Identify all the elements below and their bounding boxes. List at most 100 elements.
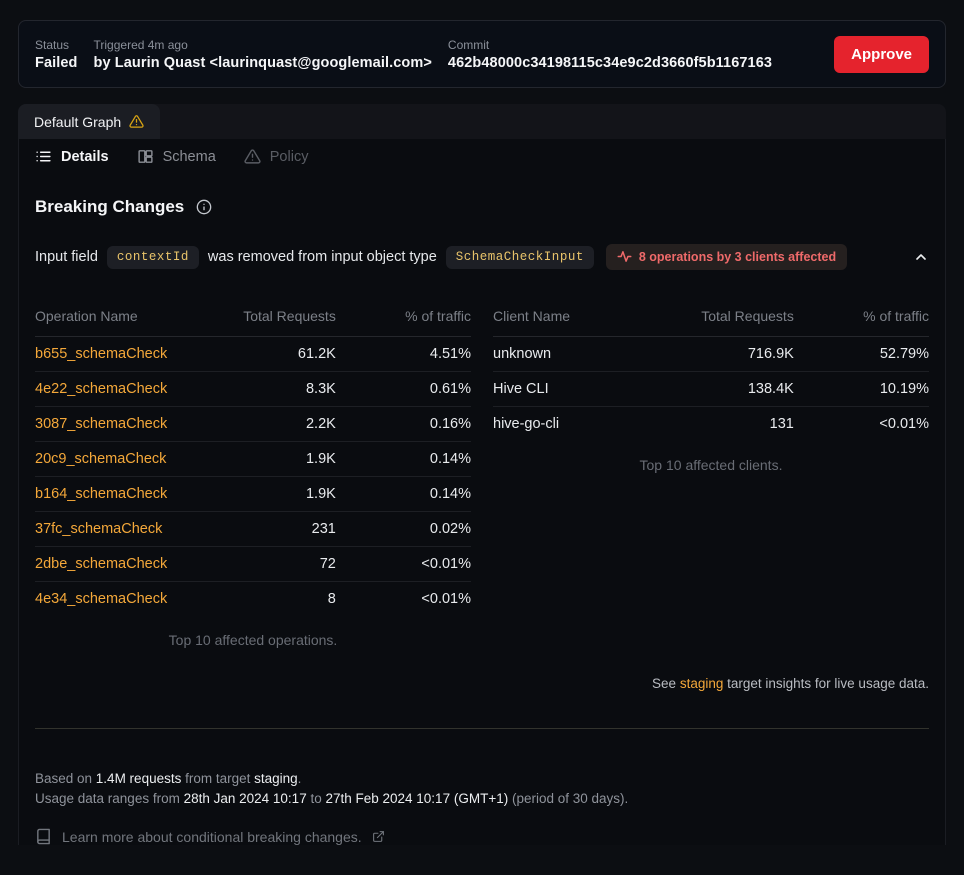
operation-total-requests: 72: [209, 546, 336, 582]
clients-col-name: Client Name: [493, 298, 668, 337]
operation-name-link[interactable]: 2dbe_schemaCheck: [35, 546, 210, 582]
operation-name-link[interactable]: 37fc_schemaCheck: [35, 511, 210, 547]
triggered-group: Triggered 4m ago by Laurin Quast <laurin…: [94, 38, 432, 71]
tab-schema-label: Schema: [162, 148, 216, 165]
operations-col-traffic: % of traffic: [335, 298, 471, 337]
triggered-label: Triggered 4m ago: [93, 37, 188, 52]
client-row: Hive CLI 138.4K 10.19%: [493, 371, 929, 407]
operation-name-link[interactable]: b164_schemaCheck: [35, 476, 210, 512]
from-target-text: from target: [181, 771, 255, 786]
clients-col-requests: Total Requests: [667, 298, 794, 337]
list-icon: [35, 148, 52, 165]
tab-default-graph[interactable]: Default Graph: [18, 104, 161, 139]
learn-more-label: Learn more about conditional breaking ch…: [62, 828, 362, 845]
operation-total-requests: 1.9K: [209, 476, 336, 512]
operation-total-requests: 8.3K: [209, 371, 336, 407]
date-to: 27th Feb 2024 10:17 (GMT+1): [325, 791, 509, 806]
client-total-requests: 131: [769, 416, 794, 432]
operations-header-row: Operation Name Total Requests % of traff…: [35, 298, 471, 337]
policy-warning-icon: [244, 148, 261, 165]
usage-summary: Based on 1.4M requests from target stagi…: [35, 769, 929, 809]
schema-check-page: Status Failed Triggered 4m ago by Laurin…: [18, 20, 946, 845]
change-text-middle: was removed from input object type: [207, 249, 437, 265]
affected-badge-label: 8 operations by 3 clients affected: [638, 249, 837, 264]
line1-period: .: [297, 771, 302, 786]
usage-tables: Operation Name Total Requests % of traff…: [35, 298, 929, 648]
breaking-change-row[interactable]: Input field contextId was removed from i…: [35, 244, 929, 270]
info-circle-icon[interactable]: [196, 199, 212, 215]
ranges-prefix-text: Usage data ranges from: [35, 791, 184, 806]
clients-col-traffic: % of traffic: [793, 298, 929, 337]
usage-summary-line2: Usage data ranges from 28th Jan 2024 10:…: [35, 789, 929, 809]
affected-operations-badge: 8 operations by 3 clients affected: [605, 244, 848, 270]
staging-target-link[interactable]: staging: [679, 676, 724, 691]
operation-name-link[interactable]: 4e22_schemaCheck: [35, 371, 210, 407]
operation-traffic-pct: 0.61%: [335, 371, 471, 407]
requests-count: 1.4M requests: [95, 771, 182, 786]
operations-column: Operation Name Total Requests % of traff…: [35, 298, 471, 648]
client-traffic-pct: 10.19%: [793, 371, 929, 407]
tab-schema[interactable]: Schema: [137, 148, 216, 165]
operation-traffic-pct: 4.51%: [335, 336, 471, 372]
external-link-icon: [372, 830, 385, 843]
commit-hash: 462b48000c34198115c34e9c2d3660f5b1167163: [447, 54, 773, 71]
insights-note-prefix: See: [652, 676, 680, 691]
tab-policy-label: Policy: [269, 148, 309, 165]
status-group: Status Failed: [35, 38, 78, 71]
insights-note-suffix: target insights for live usage data.: [723, 676, 929, 691]
triggered-author: by Laurin Quast <laurinquast@googlemail.…: [93, 54, 432, 71]
ranges-suffix-text: (period of 30 days).: [508, 791, 629, 806]
target-name: staging: [254, 771, 298, 786]
tab-policy[interactable]: Policy: [244, 148, 309, 165]
operation-name-link[interactable]: 20c9_schemaCheck: [35, 441, 210, 477]
status-label: Status: [35, 37, 70, 52]
operations-table: Operation Name Total Requests % of traff…: [35, 298, 471, 616]
operation-total-requests: 231: [209, 511, 336, 547]
breaking-changes-title: Breaking Changes: [35, 197, 185, 216]
operation-row: 4e34_schemaCheck 8 <0.01%: [35, 582, 471, 617]
operation-name-link[interactable]: b655_schemaCheck: [35, 336, 210, 372]
operations-table-body: b655_schemaCheck 61.2K 4.51% 4e22_schema…: [35, 336, 471, 617]
client-name: Hive CLI: [493, 371, 668, 407]
operation-total-requests: 1.9K: [209, 441, 336, 477]
learn-more-link[interactable]: Learn more about conditional breaking ch…: [35, 828, 929, 845]
tab-details[interactable]: Details: [35, 148, 109, 165]
operation-row: 20c9_schemaCheck 1.9K 0.14%: [35, 441, 471, 477]
operation-row: b655_schemaCheck 61.2K 4.51%: [35, 336, 471, 372]
clients-table: Client Name Total Requests % of traffic …: [493, 298, 929, 441]
breaking-changes-header: Breaking Changes: [35, 197, 929, 217]
operations-col-requests: Total Requests: [209, 298, 336, 337]
operation-row: 2dbe_schemaCheck 72 <0.01%: [35, 546, 471, 582]
check-nav: Details Schema Policy: [35, 139, 929, 173]
date-from: 28th Jan 2024 10:17: [183, 791, 307, 806]
client-name: unknown: [493, 336, 668, 372]
operation-traffic-pct: 0.14%: [335, 441, 471, 477]
client-traffic-pct: 52.79%: [793, 336, 929, 372]
operation-row: 37fc_schemaCheck 231 0.02%: [35, 511, 471, 547]
approve-button[interactable]: Approve: [834, 35, 929, 73]
activity-pulse-icon: [617, 249, 632, 264]
operation-name-link[interactable]: 4e34_schemaCheck: [35, 591, 168, 607]
clients-header-row: Client Name Total Requests % of traffic: [493, 298, 929, 337]
client-total-requests: 716.9K: [667, 336, 794, 372]
warning-triangle-icon: [129, 114, 144, 129]
commit-label: Commit: [447, 37, 490, 52]
clients-table-body: unknown 716.9K 52.79% Hive CLI 138.4K 10…: [493, 336, 929, 442]
operation-name-link[interactable]: 3087_schemaCheck: [35, 406, 210, 442]
operation-traffic-pct: 0.14%: [335, 476, 471, 512]
client-row: hive-go-cli 131 <0.01%: [493, 407, 929, 442]
status-value: Failed: [35, 54, 78, 71]
operation-traffic-pct: <0.01%: [335, 546, 471, 582]
operation-row: b164_schemaCheck 1.9K 0.14%: [35, 476, 471, 512]
usage-summary-line1: Based on 1.4M requests from target stagi…: [35, 769, 929, 789]
insights-note: See staging target insights for live usa…: [35, 676, 929, 691]
operations-caption: Top 10 affected operations.: [168, 632, 338, 648]
collapse-chevron-up-icon[interactable]: [913, 249, 929, 265]
operation-total-requests: 2.2K: [209, 406, 336, 442]
change-text-prefix: Input field: [35, 249, 98, 265]
client-row: unknown 716.9K 52.79%: [493, 336, 929, 372]
to-text: to: [306, 791, 326, 806]
tab-details-label: Details: [61, 148, 109, 165]
book-icon: [35, 828, 52, 845]
operations-col-name: Operation Name: [35, 298, 210, 337]
